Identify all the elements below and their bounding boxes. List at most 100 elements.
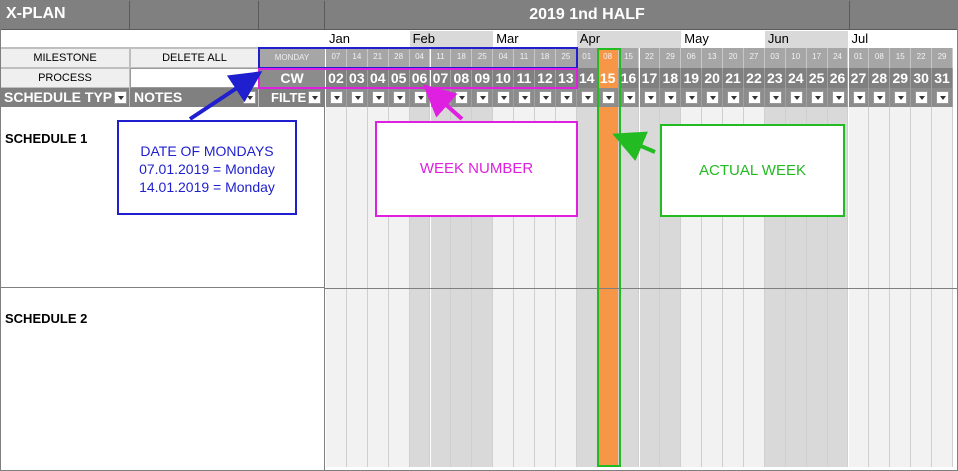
week-filter-cell [869, 88, 891, 107]
week-filter-button[interactable] [497, 91, 511, 104]
monday-date-cell: 03 [764, 48, 786, 68]
week-filter-button[interactable] [831, 91, 845, 104]
week-filter-button[interactable] [936, 91, 950, 104]
week-filter-cell [555, 88, 577, 107]
process-label: PROCESS [38, 72, 92, 84]
week-number-cell: 28 [869, 68, 891, 88]
schedule-type-filter-button[interactable] [114, 91, 127, 104]
actual-week-column[interactable] [597, 107, 619, 467]
week-number-cell: 07 [430, 68, 452, 88]
week-filter-button[interactable] [706, 91, 720, 104]
milestone-button[interactable]: MILESTONE [0, 48, 130, 68]
notes-header-label: NOTES [134, 89, 183, 105]
monday-date-cell: 22 [639, 48, 661, 68]
week-number-cell: 17 [639, 68, 661, 88]
schedule-1-label: SCHEDULE 1 [5, 131, 88, 146]
week-filter-button[interactable] [580, 91, 594, 104]
week-filter-cell [806, 88, 828, 107]
week-filter-cell [848, 88, 870, 107]
monday-date-cell: 18 [451, 48, 473, 68]
week-column[interactable] [618, 107, 640, 467]
week-filter-button[interactable] [727, 91, 741, 104]
week-number-arrow [423, 84, 464, 121]
week-filter-button[interactable] [894, 91, 908, 104]
week-filter-button[interactable] [330, 91, 343, 104]
week-filter-button[interactable] [476, 91, 490, 104]
week-filter-button[interactable] [350, 91, 364, 104]
week-number-cell: 26 [827, 68, 849, 88]
week-column[interactable] [911, 107, 933, 467]
filter-header: FILTE [259, 88, 325, 107]
week-filter-cell [911, 88, 933, 107]
week-filter-button[interactable] [873, 91, 887, 104]
week-filter-button[interactable] [748, 91, 761, 104]
monday-date-cell: 07 [326, 48, 347, 68]
monday-date-cell: 18 [535, 48, 556, 68]
actual-week-highlight [597, 48, 621, 467]
week-filter-button[interactable] [664, 91, 678, 104]
week-filter-button[interactable] [789, 91, 803, 104]
week-filter-button[interactable] [539, 91, 552, 104]
month-label: Jul [848, 31, 953, 48]
week-number-cell: 13 [555, 68, 577, 88]
week-number-cell: 29 [890, 68, 912, 88]
actual-week-callout-text: ACTUAL WEEK [699, 162, 806, 179]
process-button[interactable]: PROCESS [0, 68, 130, 88]
monday-date-cell: 04 [409, 48, 431, 68]
cw-label: CW [280, 70, 304, 86]
left-blank-row [0, 30, 325, 48]
week-filter-button[interactable] [810, 91, 824, 104]
week-filter-cell [326, 88, 347, 107]
month-label: Jun [764, 31, 849, 48]
week-number-cell: 12 [535, 68, 556, 88]
week-number-cell: 20 [702, 68, 724, 88]
week-filter-button[interactable] [852, 91, 866, 104]
month-label: May [681, 31, 765, 48]
week-filter-cell [346, 88, 368, 107]
week-filter-cell [932, 88, 953, 107]
monday-label: MONDAY [274, 53, 310, 62]
week-filter-button[interactable] [518, 91, 532, 104]
mondays-callout: DATE OF MONDAYS 07.01.2019 = Monday 14.0… [117, 120, 297, 215]
monday-date-cell: 24 [827, 48, 849, 68]
week-column[interactable] [346, 107, 368, 467]
monday-date-cell: 01 [848, 48, 870, 68]
week-filter-button[interactable] [915, 91, 929, 104]
week-number-cell: 11 [514, 68, 535, 88]
actual-week-arrow [612, 131, 656, 162]
week-number-cell: 21 [723, 68, 744, 88]
week-filter-button[interactable] [392, 91, 406, 104]
monday-date-cell: 14 [346, 48, 368, 68]
week-number-cell: 23 [764, 68, 786, 88]
week-column[interactable] [326, 107, 347, 467]
week-column[interactable] [848, 107, 870, 467]
filter-column-filter-button[interactable] [308, 91, 321, 104]
week-filter-button[interactable] [685, 91, 699, 104]
schedule-2-row: SCHEDULE 2 [0, 288, 325, 471]
monday-date-cell: 17 [806, 48, 828, 68]
week-filter-button[interactable] [768, 91, 782, 104]
monday-label-cell: MONDAY [259, 48, 325, 68]
week-column[interactable] [932, 107, 953, 467]
delete-all-label: DELETE ALL [162, 52, 227, 64]
week-column[interactable] [639, 107, 661, 467]
week-filter-cell [681, 88, 703, 107]
week-filter-button[interactable] [371, 91, 385, 104]
week-filter-button[interactable] [643, 91, 657, 104]
week-column[interactable] [890, 107, 912, 467]
monday-date-cell: 27 [744, 48, 765, 68]
week-number-cell: 24 [785, 68, 807, 88]
week-filter-button[interactable] [601, 91, 615, 104]
week-filter-button[interactable] [559, 91, 573, 104]
schedule-divider [325, 288, 958, 289]
month-label: Feb [409, 31, 494, 48]
monday-date-cell: 06 [681, 48, 703, 68]
week-filter-cell [618, 88, 640, 107]
week-filter-button[interactable] [622, 91, 636, 104]
filter-header-label: FILTE [271, 90, 307, 105]
week-number-cell: 02 [326, 68, 347, 88]
title-spacer-3 [850, 0, 958, 30]
week-column[interactable] [869, 107, 891, 467]
mondays-callout-line1: DATE OF MONDAYS [140, 143, 274, 159]
